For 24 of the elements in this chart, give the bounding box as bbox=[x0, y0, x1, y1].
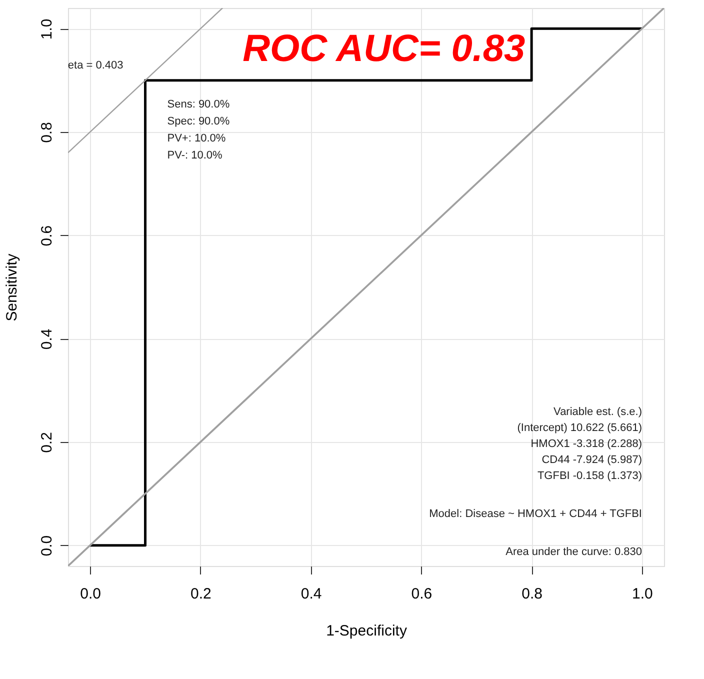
annotation: (Intercept) 10.622 (5.661) bbox=[517, 422, 642, 434]
annotation: Variable est. (s.e.) bbox=[554, 406, 642, 418]
x-tick-label: 0.0 bbox=[80, 586, 102, 602]
annotation: Model: Disease ~ HMOX1 + CD44 + TGFBI bbox=[429, 508, 642, 520]
x-tick-label: 0.6 bbox=[411, 586, 432, 602]
annotation: TGFBI -0.158 (1.373) bbox=[537, 470, 642, 482]
x-tick-label: 0.8 bbox=[522, 586, 542, 602]
y-tick-label: 1.0 bbox=[38, 18, 56, 40]
y-tick-label: 0.6 bbox=[38, 225, 56, 246]
x-tick-label: 1.0 bbox=[632, 586, 653, 602]
y-tick-label: 0.8 bbox=[38, 122, 56, 143]
annotation: CD44 -7.924 (5.987) bbox=[542, 454, 642, 466]
x-tick-label: 0.4 bbox=[300, 586, 322, 602]
annotation: Area under the curve: 0.830 bbox=[506, 546, 642, 558]
y-tick-label: 0.0 bbox=[38, 535, 56, 556]
x-axis-title: 1-Specificity bbox=[326, 622, 408, 640]
y-tick-label: 0.2 bbox=[38, 432, 56, 453]
annotation: Sens: 90.0% Spec: 90.0% PV+: 10.0% PV-: 10.0% bbox=[167, 98, 230, 162]
y-axis-title: Sensitivity bbox=[4, 253, 20, 322]
x-tick-label: 0.2 bbox=[190, 586, 212, 602]
text: ROC AUC= 0.83 bbox=[242, 28, 526, 70]
annotation: HMOX1 -3.318 (2.288) bbox=[530, 438, 642, 450]
y-tick-label: 0.4 bbox=[38, 328, 56, 350]
annotation: eta = 0.403 bbox=[68, 59, 124, 72]
